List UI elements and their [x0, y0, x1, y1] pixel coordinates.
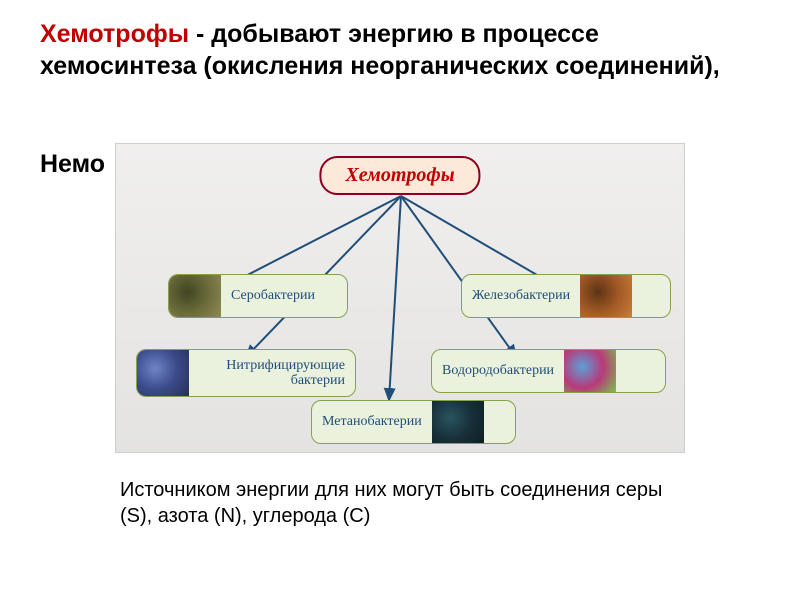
- title-block: Хемотрофы - добывают энергию в процессе …: [0, 0, 800, 82]
- child-label: Водородобактерии: [432, 350, 564, 392]
- arrow-line: [389, 196, 401, 400]
- child-node: Нитрифицирующие бактерии: [136, 349, 356, 397]
- child-node: Водородобактерии: [431, 349, 666, 393]
- child-label: Серобактерии: [221, 275, 325, 317]
- child-thumb: [169, 275, 221, 317]
- child-node: Железобактерии: [461, 274, 671, 318]
- child-node: Серобактерии: [168, 274, 348, 318]
- partial-text-behind: Немо: [40, 150, 105, 179]
- arrow-line: [401, 196, 556, 286]
- child-thumb: [564, 350, 616, 392]
- child-thumb: [432, 401, 484, 443]
- child-label: Железобактерии: [462, 275, 580, 317]
- title-paragraph: Хемотрофы - добывают энергию в процессе …: [40, 18, 760, 82]
- child-label: Нитрифицирующие бактерии: [189, 350, 355, 396]
- footer-text: Источником энергии для них могут быть со…: [120, 477, 680, 529]
- title-sep: -: [189, 20, 211, 48]
- child-thumb: [580, 275, 632, 317]
- child-node: Метанобактерии: [311, 400, 516, 444]
- arrow-line: [226, 196, 401, 286]
- diagram-panel: Хемотрофы Серобактерии Железобактерии Нитр…: [115, 143, 685, 453]
- title-highlight: Хемотрофы: [40, 20, 189, 48]
- child-thumb: [137, 350, 189, 396]
- child-label: Метанобактерии: [312, 401, 432, 443]
- root-node: Хемотрофы: [319, 156, 480, 195]
